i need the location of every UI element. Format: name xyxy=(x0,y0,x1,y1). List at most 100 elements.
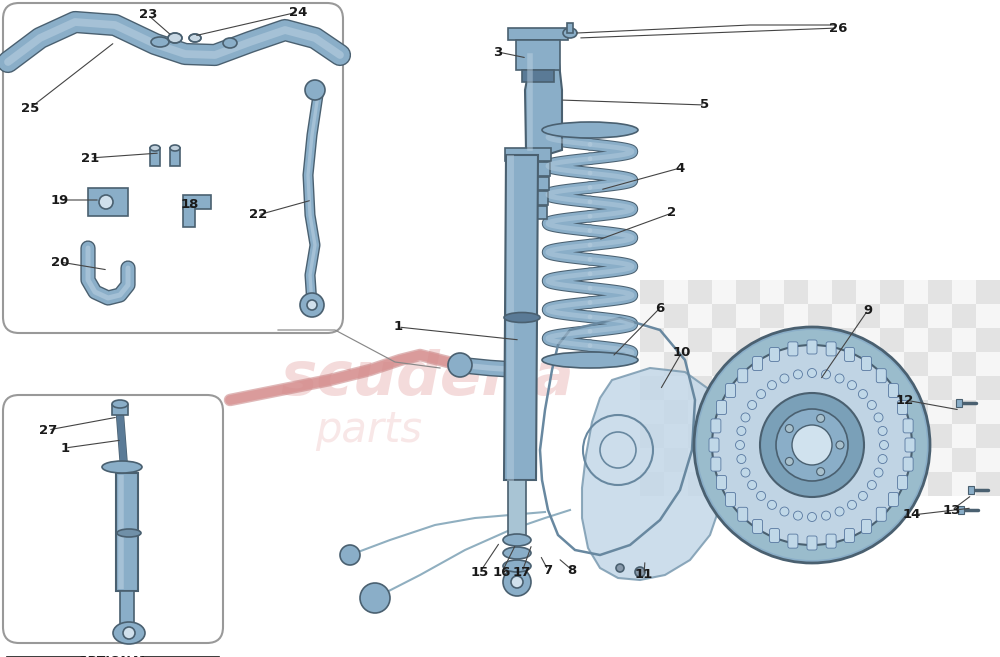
Circle shape xyxy=(867,401,876,409)
FancyBboxPatch shape xyxy=(861,357,871,371)
Bar xyxy=(508,191,548,204)
FancyBboxPatch shape xyxy=(738,507,748,521)
FancyBboxPatch shape xyxy=(726,493,736,507)
FancyBboxPatch shape xyxy=(753,357,763,371)
Circle shape xyxy=(741,468,750,477)
Bar xyxy=(712,304,736,328)
Text: 18: 18 xyxy=(181,198,199,212)
Bar xyxy=(736,304,760,328)
Ellipse shape xyxy=(102,461,142,473)
Text: 16: 16 xyxy=(493,566,511,579)
Bar xyxy=(952,424,976,448)
Text: 4: 4 xyxy=(675,162,685,175)
Ellipse shape xyxy=(113,622,145,644)
Text: 22: 22 xyxy=(249,208,267,221)
Circle shape xyxy=(835,374,844,383)
Text: 13: 13 xyxy=(943,503,961,516)
Bar xyxy=(928,424,952,448)
Bar xyxy=(880,376,904,400)
Bar xyxy=(712,472,736,496)
Bar xyxy=(928,448,952,472)
FancyBboxPatch shape xyxy=(903,457,913,471)
Polygon shape xyxy=(525,54,562,160)
Bar xyxy=(507,177,549,190)
Text: 9: 9 xyxy=(863,304,873,317)
Bar xyxy=(736,400,760,424)
Bar xyxy=(880,400,904,424)
Bar xyxy=(832,328,856,352)
Bar xyxy=(976,304,1000,328)
Ellipse shape xyxy=(503,560,531,572)
Circle shape xyxy=(836,441,844,449)
Bar xyxy=(784,280,808,304)
Bar xyxy=(976,352,1000,376)
FancyBboxPatch shape xyxy=(905,438,915,452)
Bar xyxy=(664,448,688,472)
Bar xyxy=(508,28,568,40)
Bar xyxy=(808,424,832,448)
Bar xyxy=(928,376,952,400)
FancyBboxPatch shape xyxy=(788,534,798,548)
Polygon shape xyxy=(582,368,728,580)
Bar xyxy=(736,472,760,496)
Bar xyxy=(760,448,784,472)
Bar xyxy=(664,400,688,424)
FancyBboxPatch shape xyxy=(726,384,736,397)
Bar xyxy=(832,400,856,424)
Circle shape xyxy=(99,195,113,209)
Text: scuderia: scuderia xyxy=(280,348,574,407)
Bar xyxy=(516,40,560,70)
Bar xyxy=(952,376,976,400)
Bar xyxy=(116,473,138,591)
Text: 5: 5 xyxy=(700,99,710,112)
Text: 6: 6 xyxy=(655,302,665,315)
FancyBboxPatch shape xyxy=(888,493,898,507)
Circle shape xyxy=(757,390,766,399)
Circle shape xyxy=(448,353,472,377)
Circle shape xyxy=(616,564,624,572)
Circle shape xyxy=(848,501,857,509)
Text: 27: 27 xyxy=(39,424,57,436)
Ellipse shape xyxy=(170,145,180,151)
Circle shape xyxy=(748,480,757,489)
Circle shape xyxy=(300,293,324,317)
Circle shape xyxy=(776,409,848,481)
Text: 25: 25 xyxy=(21,101,39,114)
Bar xyxy=(808,400,832,424)
Bar xyxy=(904,424,928,448)
Bar xyxy=(640,352,664,376)
Bar xyxy=(928,400,952,424)
Circle shape xyxy=(780,374,789,383)
Bar xyxy=(832,424,856,448)
Bar xyxy=(784,448,808,472)
Bar xyxy=(808,280,832,304)
Circle shape xyxy=(340,545,360,565)
Bar xyxy=(640,424,664,448)
Bar xyxy=(760,472,784,496)
Bar xyxy=(640,448,664,472)
Circle shape xyxy=(793,370,802,379)
Bar xyxy=(832,472,856,496)
Circle shape xyxy=(874,468,883,477)
Text: OPTIONAL: OPTIONAL xyxy=(77,655,149,657)
Ellipse shape xyxy=(503,534,531,546)
Text: 23: 23 xyxy=(139,9,157,22)
FancyBboxPatch shape xyxy=(716,401,726,415)
Bar xyxy=(904,376,928,400)
Text: 17: 17 xyxy=(513,566,531,579)
Ellipse shape xyxy=(563,28,577,38)
Circle shape xyxy=(878,426,887,436)
FancyBboxPatch shape xyxy=(3,395,223,643)
Circle shape xyxy=(780,507,789,516)
Bar xyxy=(664,304,688,328)
Bar xyxy=(664,424,688,448)
Polygon shape xyxy=(504,155,538,480)
Bar xyxy=(928,280,952,304)
Bar xyxy=(712,448,736,472)
Bar xyxy=(784,472,808,496)
Circle shape xyxy=(767,380,776,390)
Circle shape xyxy=(736,440,744,449)
Bar xyxy=(952,472,976,496)
Ellipse shape xyxy=(168,33,182,43)
FancyBboxPatch shape xyxy=(826,342,836,356)
